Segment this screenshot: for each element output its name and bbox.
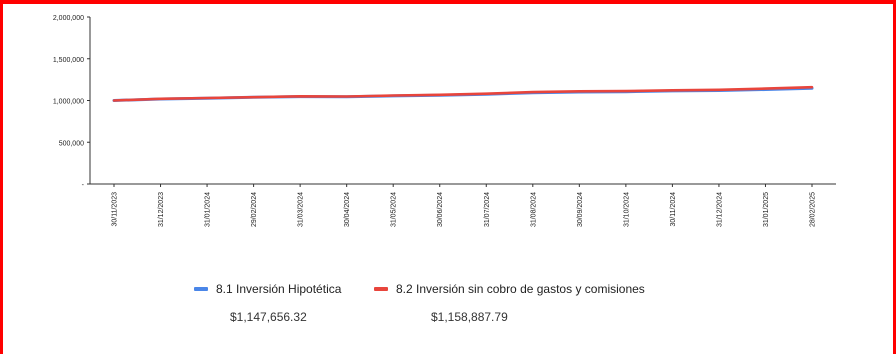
x-tick-label: 30/04/2024 [344, 192, 351, 227]
legend-item-series-2[interactable]: 8.2 Inversión sin cobro de gastos y comi… [374, 282, 645, 296]
chart-legend: 8.1 Inversión Hipotética 8.2 Inversión s… [0, 282, 896, 300]
x-tick-label: 31/01/2025 [763, 192, 770, 227]
y-tick-label: 500,000 [59, 140, 84, 147]
y-tick-label: 2,000,000 [53, 15, 84, 22]
x-tick-label: 29/02/2024 [251, 192, 258, 227]
x-tick-label: 31/10/2024 [623, 192, 630, 227]
chart-axes [89, 17, 836, 185]
x-tick-label: 31/12/2023 [158, 192, 165, 227]
x-tick-label: 31/07/2024 [484, 192, 491, 227]
x-axis-ticks: 30/11/2023 31/12/2023 31/01/2024 29/02/2024… [112, 184, 817, 227]
series-line-2 [112, 85, 814, 102]
x-tick-label: 30/09/2024 [577, 192, 584, 227]
legend-swatch-series-2 [374, 287, 388, 291]
y-tick-label: 1,500,000 [53, 57, 84, 64]
y-tick-label: 1,000,000 [53, 99, 84, 106]
x-tick-label: 30/11/2024 [670, 192, 677, 227]
line-chart: - 500,000 1,000,000 1,500,000 2,000,000 30/1… [53, 15, 836, 227]
y-tick-label: - [82, 182, 85, 189]
x-tick-label: 31/01/2024 [205, 192, 212, 227]
y-axis-ticks: - 500,000 1,000,000 1,500,000 2,000,000 [53, 15, 90, 189]
x-tick-label: 30/11/2023 [112, 192, 119, 227]
x-tick-label: 31/12/2024 [716, 192, 723, 227]
x-tick-label: 31/03/2024 [298, 192, 305, 227]
x-tick-label: 30/06/2024 [437, 192, 444, 227]
legend-item-series-1[interactable]: 8.1 Inversión Hipotética [194, 282, 341, 296]
x-tick-label: 31/08/2024 [530, 192, 537, 227]
x-tick-label: 28/02/2025 [810, 192, 817, 227]
x-tick-label: 31/05/2024 [391, 192, 398, 227]
legend-label-series-2: 8.2 Inversión sin cobro de gastos y comi… [396, 282, 645, 296]
final-value-series-2: $1,158,887.79 [431, 310, 508, 324]
final-value-series-1: $1,147,656.32 [230, 310, 307, 324]
legend-swatch-series-1 [194, 287, 208, 291]
series-lines [112, 85, 814, 102]
legend-label-series-1: 8.1 Inversión Hipotética [216, 282, 342, 296]
